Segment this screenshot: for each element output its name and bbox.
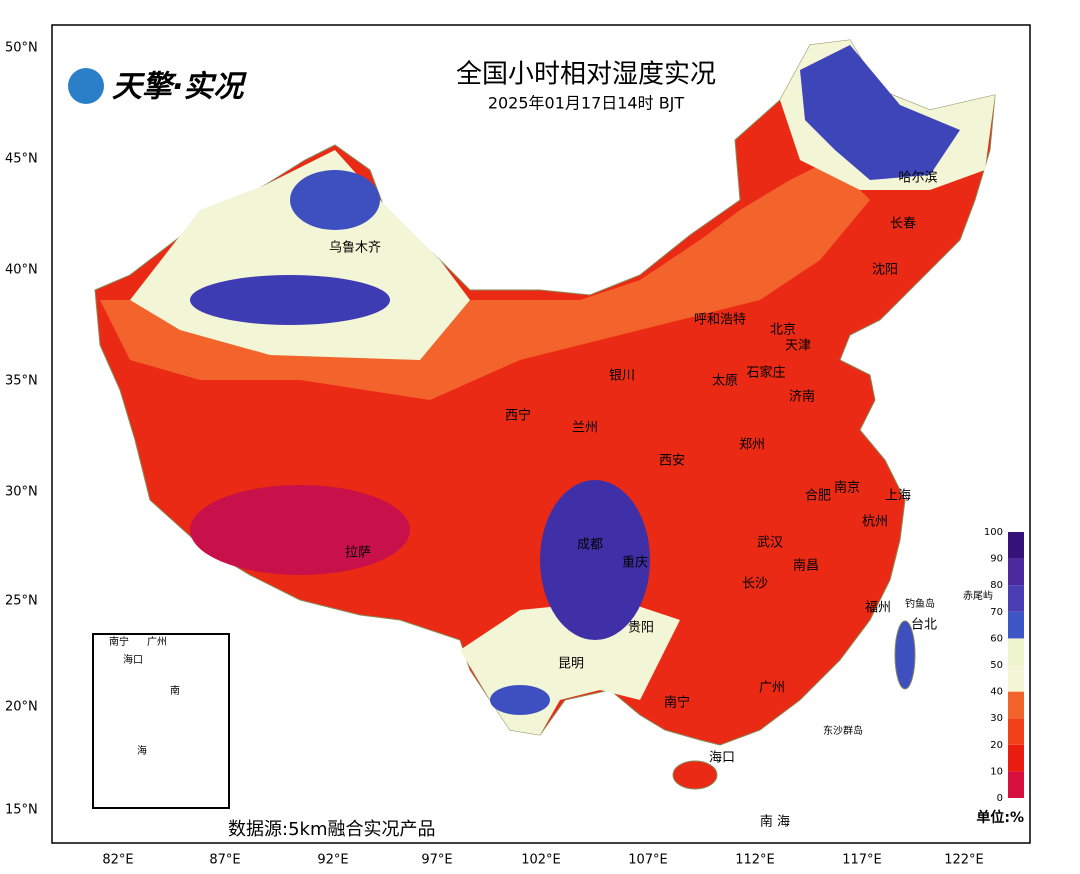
hainan bbox=[672, 760, 718, 790]
legend-tick-label: 100 bbox=[984, 527, 1003, 538]
legend-unit: 单位:% bbox=[976, 809, 1024, 826]
lon-label: 102°E bbox=[521, 853, 561, 868]
lon-label: 92°E bbox=[317, 853, 348, 868]
lon-label: 122°E bbox=[944, 853, 984, 868]
legend-tick-label: 20 bbox=[990, 740, 1003, 751]
region-crimson bbox=[190, 485, 410, 575]
legend-tick-label: 0 bbox=[997, 793, 1003, 804]
city-label: 天津 bbox=[785, 339, 811, 354]
taiwan bbox=[894, 620, 916, 690]
city-label: 北京 bbox=[770, 323, 796, 338]
map-subtitle: 2025年01月17日14时 BJT bbox=[488, 94, 685, 113]
city-label: 沈阳 bbox=[872, 263, 898, 278]
city-label: 赤尾屿 bbox=[963, 590, 993, 602]
lat-label: 20°N bbox=[5, 700, 38, 715]
legend-tick-label: 70 bbox=[990, 607, 1003, 618]
legend-tick-label: 40 bbox=[990, 687, 1003, 698]
legend-swatch bbox=[1008, 665, 1024, 692]
city-label: 乌鲁木齐 bbox=[329, 240, 381, 256]
legend-swatch bbox=[1008, 638, 1024, 665]
city-label: 南 海 bbox=[760, 814, 790, 830]
city-label: 杭州 bbox=[862, 515, 888, 530]
lon-label: 82°E bbox=[102, 853, 133, 868]
legend-swatch bbox=[1008, 691, 1024, 719]
city-label: 贵阳 bbox=[628, 621, 654, 636]
logo-icon bbox=[68, 68, 104, 104]
city-label: 哈尔滨 bbox=[898, 170, 937, 186]
source: 数据源:5km融合实况产品 bbox=[228, 819, 435, 840]
city-label: 上海 bbox=[885, 489, 911, 504]
legend-tick-label: 90 bbox=[990, 554, 1003, 565]
city-label: 济南 bbox=[789, 389, 815, 405]
region-blue bbox=[490, 685, 550, 715]
legend-swatch bbox=[1008, 771, 1024, 798]
city-label: 海口 bbox=[709, 751, 735, 766]
city-label: 西宁 bbox=[505, 408, 531, 424]
city-label: 福州 bbox=[865, 601, 891, 616]
region-blue bbox=[290, 170, 380, 230]
inset-label: 广州 bbox=[147, 636, 167, 648]
legend-tick-label: 10 bbox=[990, 766, 1003, 777]
city-label: 郑州 bbox=[739, 438, 765, 453]
city-label: 银川 bbox=[609, 369, 635, 384]
city-label: 石家庄 bbox=[746, 365, 785, 381]
inset-label: 海口 bbox=[123, 653, 143, 666]
lat-label: 45°N bbox=[5, 152, 38, 167]
city-label: 长沙 bbox=[742, 577, 768, 592]
legend-tick-label: 60 bbox=[990, 633, 1003, 644]
legend-swatch bbox=[1008, 718, 1024, 745]
legend-tick-label: 30 bbox=[990, 713, 1003, 724]
lat-label: 35°N bbox=[5, 374, 38, 389]
lon-label: 87°E bbox=[209, 853, 240, 868]
inset-label: 南 bbox=[170, 684, 180, 697]
lat-label: 50°N bbox=[5, 41, 38, 56]
legend-tick-label: 80 bbox=[990, 580, 1003, 591]
inset-frame bbox=[92, 633, 230, 809]
city-label: 重庆 bbox=[622, 555, 648, 571]
city-label: 台北 bbox=[911, 618, 937, 633]
city-label: 合肥 bbox=[805, 489, 831, 504]
city-label: 西安 bbox=[659, 454, 685, 469]
city-label: 成都 bbox=[577, 538, 603, 553]
legend-swatch bbox=[1008, 532, 1024, 559]
legend-swatch bbox=[1008, 585, 1024, 612]
inset-label: 海 bbox=[137, 744, 147, 757]
city-label: 兰州 bbox=[572, 421, 598, 436]
city-label: 昆明 bbox=[558, 657, 584, 672]
legend-swatch bbox=[1008, 611, 1024, 639]
lon-label: 117°E bbox=[842, 853, 882, 868]
city-label: 钓鱼岛 bbox=[905, 597, 935, 610]
city-label: 南京 bbox=[834, 480, 860, 496]
lat-label: 25°N bbox=[5, 594, 38, 609]
legend-swatch bbox=[1008, 744, 1024, 772]
city-label: 南宁 bbox=[664, 695, 690, 711]
region-blue bbox=[800, 45, 960, 180]
city-label: 呼和浩特 bbox=[694, 313, 746, 328]
city-label: 太原 bbox=[712, 374, 738, 389]
inset-label: 南宁 bbox=[109, 635, 129, 648]
city-label: 广州 bbox=[759, 681, 785, 696]
logo: 天擎·实况 bbox=[68, 68, 247, 105]
city-label: 拉萨 bbox=[345, 546, 371, 561]
city-label: 武汉 bbox=[757, 536, 783, 551]
china-map bbox=[94, 39, 996, 790]
lat-label: 15°N bbox=[5, 803, 38, 818]
legend-tick-label: 50 bbox=[990, 660, 1003, 671]
lat-label: 40°N bbox=[5, 263, 38, 278]
region-blue bbox=[190, 275, 390, 325]
city-label: 长春 bbox=[890, 217, 916, 232]
region-blue bbox=[540, 480, 650, 640]
city-label: 东沙群岛 bbox=[823, 724, 863, 737]
lon-label: 107°E bbox=[628, 853, 668, 868]
lat-label: 30°N bbox=[5, 485, 38, 500]
lon-label: 112°E bbox=[735, 853, 775, 868]
lon-label: 97°E bbox=[421, 853, 452, 868]
city-label: 南昌 bbox=[793, 558, 819, 574]
logo-text: 天擎·实况 bbox=[112, 70, 247, 105]
legend-swatch bbox=[1008, 558, 1024, 586]
map-title: 全国小时相对湿度实况 bbox=[456, 60, 716, 90]
